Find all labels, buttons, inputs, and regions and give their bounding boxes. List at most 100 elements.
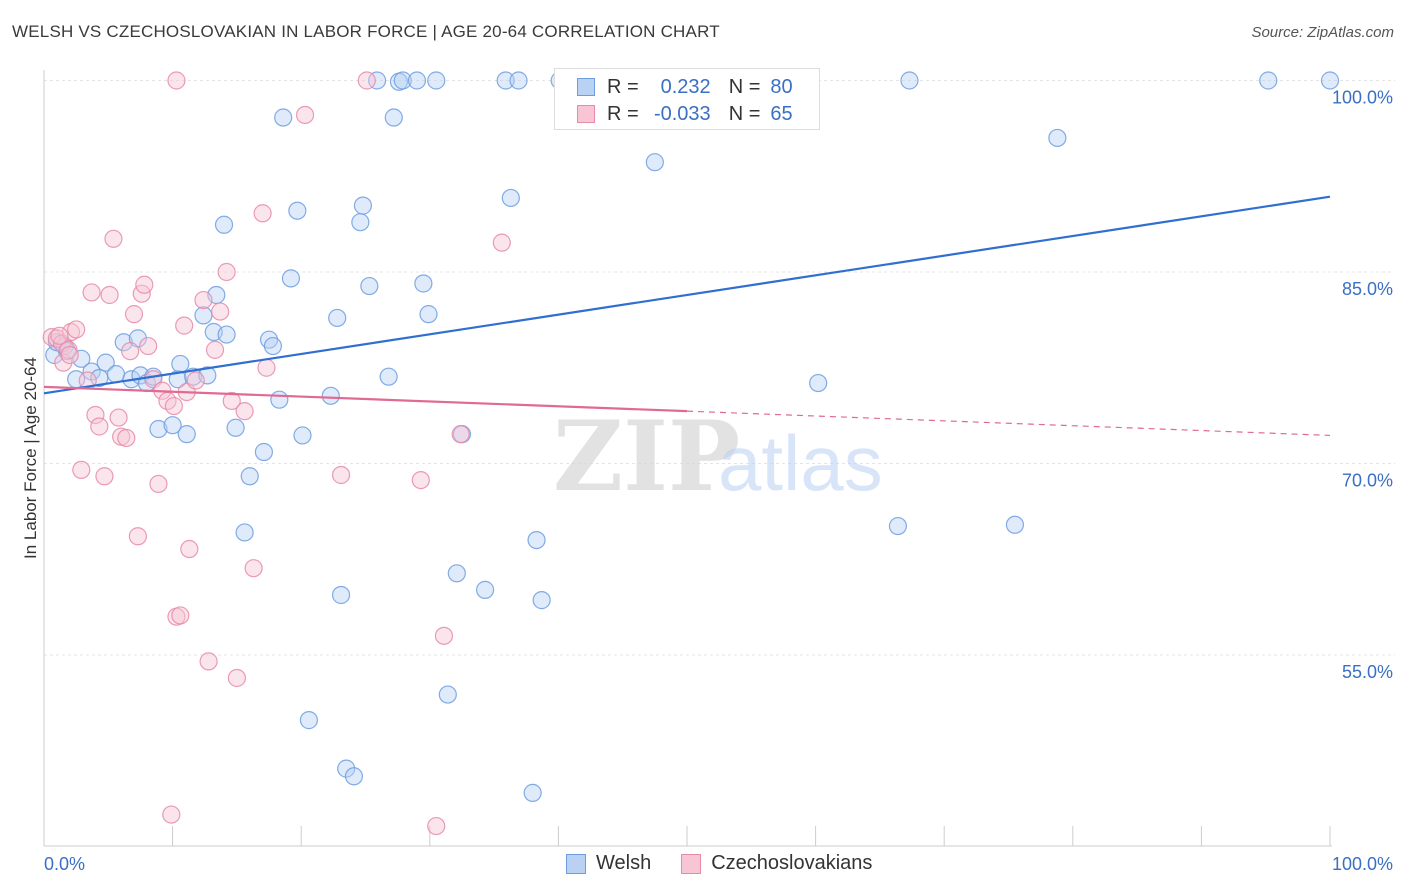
data-point — [235, 402, 254, 421]
data-point — [270, 390, 289, 409]
data-point — [128, 527, 147, 546]
data-point — [360, 276, 379, 296]
data-point — [214, 215, 234, 234]
data-point — [171, 354, 190, 374]
data-point — [344, 767, 364, 786]
data-point — [253, 204, 272, 223]
x-tick-label-max: 100.0% — [1332, 854, 1393, 874]
legend-r-value-czech: -0.033 — [653, 102, 711, 125]
data-point — [106, 365, 126, 384]
legend-n-value-welsh: 80 — [770, 75, 793, 98]
data-point — [331, 465, 351, 485]
data-point — [114, 333, 133, 352]
data-point — [532, 591, 551, 610]
data-point — [451, 425, 470, 444]
legend-n-value-czech: 65 — [770, 102, 793, 125]
data-point — [50, 326, 69, 345]
data-point — [295, 105, 315, 125]
trend-lines — [43, 195, 1331, 437]
legend-swatch-welsh — [577, 78, 595, 96]
data-point — [217, 325, 236, 344]
data-point — [72, 460, 91, 479]
data-point — [367, 71, 387, 90]
data-point — [809, 373, 828, 393]
y-tick-label: 85.0% — [1342, 279, 1393, 299]
data-point — [168, 370, 187, 389]
data-point — [180, 539, 199, 559]
data-point — [353, 196, 373, 215]
data-point — [72, 349, 91, 368]
data-point — [501, 188, 520, 208]
data-point — [175, 316, 194, 335]
data-point — [351, 213, 370, 232]
data-point — [86, 405, 105, 425]
data-point — [438, 685, 457, 704]
data-point — [328, 308, 347, 328]
data-point — [235, 523, 254, 542]
trend-line-czech-extension — [686, 410, 1331, 437]
data-point — [254, 442, 274, 462]
legend-label-czech: Czechoslovakians — [711, 852, 873, 874]
data-point — [900, 71, 919, 90]
data-point — [1259, 71, 1278, 90]
legend-n-label: N = — [728, 75, 761, 98]
axes — [43, 70, 1332, 847]
legend-item-czech[interactable]: Czechoslovakians — [681, 852, 872, 875]
data-point — [888, 516, 908, 536]
data-point — [447, 564, 466, 583]
data-point — [645, 153, 664, 172]
data-point — [199, 652, 218, 671]
legend-r-label: R = — [607, 75, 639, 98]
data-point — [357, 71, 376, 90]
data-point — [509, 71, 528, 90]
data-point — [407, 71, 427, 90]
data-point — [104, 229, 123, 248]
legend-row-welsh: R = 0.232 N = 80 — [577, 74, 793, 100]
legend-label-welsh: Welsh — [596, 852, 652, 874]
data-point — [164, 396, 183, 416]
data-point — [90, 417, 109, 436]
data-point — [194, 306, 213, 325]
data-point — [257, 358, 276, 377]
series-legend: Welsh Czechoslovakians — [566, 852, 902, 875]
data-point — [299, 711, 319, 730]
data-point — [527, 530, 546, 550]
data-point — [393, 71, 412, 90]
data-point — [1048, 128, 1067, 148]
data-point — [419, 305, 438, 324]
data-point — [109, 408, 128, 427]
data-point — [427, 71, 446, 90]
czech-points — [42, 71, 639, 836]
chart-title: WELSH VS CZECHOSLOVAKIAN IN LABOR FORCE … — [12, 22, 720, 41]
data-point — [171, 606, 190, 625]
data-point — [496, 71, 515, 90]
data-point — [523, 783, 542, 802]
source-label: Source: ZipAtlas.com — [1251, 24, 1394, 41]
data-point — [121, 342, 140, 361]
legend-item-welsh[interactable]: Welsh — [566, 852, 651, 875]
data-point — [167, 71, 186, 90]
data-point — [411, 470, 430, 490]
data-point — [163, 416, 182, 435]
data-point — [149, 474, 168, 494]
data-point — [117, 428, 136, 448]
watermark-atlas: atlas — [718, 419, 883, 507]
data-point — [67, 320, 86, 339]
tick-labels: 55.0% 70.0% 85.0% 100.0% 0.0% 100.0% In Labor … — [21, 88, 1393, 875]
legend-swatch-czech — [681, 853, 702, 874]
data-point — [414, 274, 433, 293]
data-point — [222, 391, 241, 411]
x-tick-label-min: 0.0% — [44, 854, 85, 874]
data-point — [194, 290, 213, 310]
data-point — [177, 425, 196, 444]
data-point — [139, 336, 158, 356]
data-point — [227, 668, 246, 688]
data-point — [198, 366, 217, 385]
data-point — [135, 275, 154, 294]
data-point — [434, 626, 454, 645]
data-point — [492, 233, 511, 252]
legend-swatch-welsh — [566, 853, 586, 874]
data-point — [240, 467, 259, 486]
data-point — [293, 426, 312, 445]
